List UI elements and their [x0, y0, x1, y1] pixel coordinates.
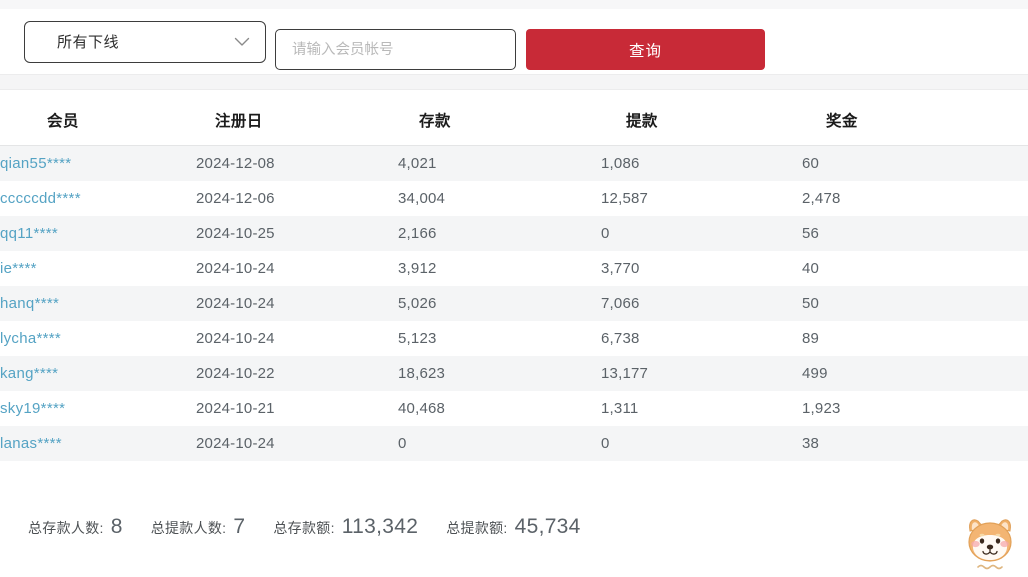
cell-bonus: 38 [802, 434, 820, 452]
chevron-down-icon [225, 37, 265, 47]
toolbar-divider [0, 74, 1028, 90]
summary-item: 总提款人数: 7 [151, 515, 246, 539]
member-link[interactable]: sky19**** [0, 399, 66, 417]
table-header: 会员 注册日 存款 提款 奖金 [0, 90, 1028, 146]
cell-member: sky19**** [0, 391, 196, 426]
cell-deposit: 18,623 [398, 364, 446, 382]
cell-withdraw: 3,770 [601, 259, 640, 277]
cell-deposit: 3,912 [398, 259, 437, 277]
cell-bonus: 50 [802, 294, 820, 312]
summary-value: 7 [233, 515, 246, 538]
summary-item: 总存款额: 113,342 [273, 515, 418, 539]
cell-withdraw: 13,177 [601, 364, 649, 382]
column-header-date: 注册日 [196, 90, 398, 146]
member-link[interactable]: lycha**** [0, 329, 62, 347]
cell-member: qq11**** [0, 216, 196, 251]
table-row: hanq**** 2024-10-24 5,026 7,066 50 [0, 285, 1028, 321]
cell-withdraw: 6,738 [601, 329, 640, 347]
cell-deposit: 40,468 [398, 399, 446, 417]
cell-date: 2024-10-21 [196, 399, 275, 417]
cell-member: ie**** [0, 251, 196, 286]
table-row: ie**** 2024-10-24 3,912 3,770 40 [0, 250, 1028, 286]
cell-date: 2024-10-22 [196, 364, 275, 382]
summary-bar: 总存款人数: 8 总提款人数: 7 总存款额: 113,342 总提款额: 45,734 [28, 515, 609, 539]
cell-member: lycha**** [0, 321, 196, 356]
column-header-withdraw: 提款 [601, 90, 802, 146]
member-account-input[interactable] [275, 29, 516, 70]
cell-date: 2024-10-24 [196, 259, 275, 277]
cell-date: 2024-10-24 [196, 294, 275, 312]
cell-bonus: 499 [802, 364, 828, 382]
summary-item: 总存款人数: 8 [28, 515, 123, 539]
member-link[interactable]: ie**** [0, 259, 37, 277]
member-link[interactable]: qian55**** [0, 154, 72, 172]
cell-date: 2024-10-25 [196, 224, 275, 242]
cell-bonus: 60 [802, 154, 820, 172]
cell-member: hanq**** [0, 286, 196, 321]
cell-date: 2024-12-08 [196, 154, 275, 172]
cell-date: 2024-10-24 [196, 434, 275, 452]
cell-member: qian55**** [0, 146, 196, 181]
cell-withdraw: 7,066 [601, 294, 640, 312]
table-row: qian55**** 2024-12-08 4,021 1,086 60 [0, 145, 1028, 181]
downline-select[interactable]: 所有下线 [24, 21, 266, 63]
cell-deposit: 0 [398, 434, 407, 452]
shiba-dog-icon[interactable] [958, 511, 1022, 575]
cell-bonus: 56 [802, 224, 820, 242]
cell-member: lanas**** [0, 426, 196, 461]
member-link[interactable]: hanq**** [0, 294, 60, 312]
cell-deposit: 4,021 [398, 154, 437, 172]
cell-withdraw: 1,311 [601, 399, 639, 417]
cell-deposit: 2,166 [398, 224, 437, 242]
summary-label: 总提款人数: [150, 520, 227, 536]
column-header-member: 会员 [0, 90, 196, 146]
top-strip [0, 0, 1028, 9]
column-header-bonus: 奖金 [802, 90, 1028, 146]
cell-member: cccccdd**** [0, 181, 196, 216]
cell-bonus: 89 [802, 329, 820, 347]
cell-bonus: 1,923 [802, 399, 841, 417]
cell-withdraw: 12,587 [601, 189, 649, 207]
member-link[interactable]: kang**** [0, 364, 59, 382]
summary-value: 45,734 [514, 515, 581, 538]
downline-select-label: 所有下线 [57, 33, 120, 51]
table-row: cccccdd**** 2024-12-06 34,004 12,587 2,478 [0, 180, 1028, 216]
summary-item: 总提款额: 45,734 [446, 515, 580, 539]
cell-withdraw: 0 [601, 434, 610, 452]
summary-label: 总存款额: [273, 520, 335, 536]
table-row: qq11**** 2024-10-25 2,166 0 56 [0, 215, 1028, 251]
table-row: sky19**** 2024-10-21 40,468 1,311 1,923 [0, 390, 1028, 426]
table-header-row: 会员 注册日 存款 提款 奖金 [0, 90, 1028, 146]
cell-deposit: 5,026 [398, 294, 437, 312]
cell-member: kang**** [0, 356, 196, 391]
member-link[interactable]: qq11**** [0, 224, 59, 242]
cell-deposit: 5,123 [398, 329, 437, 347]
members-table: 会员 注册日 存款 提款 奖金 qian55**** 2024-12-08 4,02… [0, 90, 1028, 461]
member-link[interactable]: lanas**** [0, 434, 62, 452]
table-row: lanas**** 2024-10-24 0 0 38 [0, 425, 1028, 461]
column-header-deposit: 存款 [398, 90, 601, 146]
cell-date: 2024-12-06 [196, 189, 275, 207]
query-button[interactable]: 查询 [526, 29, 765, 70]
summary-value: 113,342 [341, 515, 419, 538]
members-table-area: 会员 注册日 存款 提款 奖金 qian55**** 2024-12-08 4,02… [0, 90, 1028, 461]
summary-value: 8 [110, 515, 123, 538]
cell-bonus: 40 [802, 259, 820, 277]
cell-withdraw: 1,086 [601, 154, 640, 172]
cell-date: 2024-10-24 [196, 329, 275, 347]
table-row: lycha**** 2024-10-24 5,123 6,738 89 [0, 320, 1028, 356]
member-link[interactable]: cccccdd**** [0, 189, 81, 207]
cell-deposit: 34,004 [398, 189, 446, 207]
cell-withdraw: 0 [601, 224, 610, 242]
summary-label: 总提款额: [446, 520, 508, 536]
filter-toolbar: 所有下线 查询 [0, 9, 1028, 74]
table-body: qian55**** 2024-12-08 4,021 1,086 60 cccccdd*… [0, 145, 1028, 461]
summary-label: 总存款人数: [28, 520, 104, 536]
cell-bonus: 2,478 [802, 189, 841, 207]
table-row: kang**** 2024-10-22 18,623 13,177 499 [0, 355, 1028, 391]
